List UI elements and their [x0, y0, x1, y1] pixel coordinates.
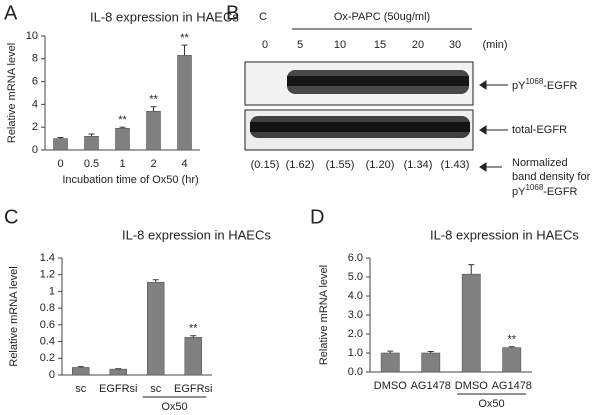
x-tick-label: DMSO — [374, 380, 407, 392]
panel-label: B — [226, 2, 239, 24]
significance: ** — [118, 114, 127, 126]
text: -EGFR — [543, 186, 577, 198]
significance: ** — [507, 334, 516, 346]
significance: ** — [189, 323, 198, 335]
bar — [184, 337, 202, 376]
y-tick-label: 1.4 — [40, 252, 55, 264]
unit: (min) — [482, 39, 507, 51]
text: 1068 — [525, 183, 543, 192]
significance: ** — [149, 94, 158, 106]
x-tick-label: 2 — [150, 158, 156, 170]
y-axis-label: Relative mRNA level — [6, 43, 18, 143]
bar — [146, 110, 161, 151]
lane-label: 10 — [334, 39, 346, 51]
y-tick-label: 5.0 — [348, 271, 363, 283]
control-label: C — [259, 11, 267, 23]
note: Normalized — [512, 157, 568, 169]
y-tick-label: 8 — [32, 53, 38, 65]
blot-images — [244, 61, 474, 151]
y-tick-label: 2.0 — [348, 328, 363, 340]
panel-label: D — [310, 206, 324, 228]
text: pY — [512, 80, 526, 92]
y-tick-label: 6 — [32, 76, 38, 88]
text: -EGFR — [543, 80, 577, 92]
treatment-label: Ox-PAPC (50ug/ml) — [334, 11, 430, 23]
significance: ** — [180, 32, 189, 44]
x-tick-label: sc — [150, 383, 162, 395]
x-tick-label: 1 — [119, 158, 125, 170]
lane-label: 5 — [297, 39, 303, 51]
density-value: (1.20) — [366, 159, 395, 171]
band-label: pY1068-EGFR — [512, 77, 578, 92]
x-tick-label: AG1478 — [411, 380, 451, 392]
bar — [84, 136, 99, 151]
bar — [72, 367, 90, 376]
panel-label: C — [4, 206, 18, 228]
lane-label: 0 — [262, 39, 268, 51]
bar — [502, 347, 522, 373]
chart-title: IL-8 expression in HAECs — [90, 9, 239, 24]
y-axis-label: Relative mRNA level — [318, 265, 330, 365]
x-axis-label: Incubation time of Ox50 (hr) — [62, 174, 198, 186]
y-tick-label: 1.0 — [348, 347, 363, 359]
x-tick-label: 4 — [181, 158, 187, 170]
bar — [53, 138, 68, 151]
y-tick-label: 0 — [49, 369, 55, 381]
text: pY — [512, 186, 526, 198]
y-tick-label: 1 — [49, 285, 55, 297]
bar — [109, 368, 127, 376]
x-tick-label: EGFRsi — [99, 383, 138, 395]
chart-title: IL-8 expression in HAECs — [430, 227, 579, 242]
x-tick-label: 0 — [57, 158, 63, 170]
y-tick-label: 0.8 — [40, 302, 55, 314]
density-value: (1.34) — [404, 159, 433, 171]
y-tick-label: 0.4 — [40, 335, 55, 347]
note-target: pY1068-EGFR — [512, 183, 578, 198]
bar — [147, 281, 165, 376]
x-tick-label: 0.5 — [84, 158, 99, 170]
y-tick-label: 4 — [32, 98, 38, 110]
density-value: (1.55) — [326, 159, 355, 171]
bar — [115, 128, 130, 151]
x-tick-label: DMSO — [455, 380, 488, 392]
text: 1068 — [525, 77, 543, 86]
y-tick-label: 4.0 — [348, 290, 363, 302]
y-tick-label: 0 — [32, 144, 38, 156]
x-tick-label: sc — [75, 383, 87, 395]
y-tick-label: 3.0 — [348, 309, 363, 321]
lane-label: 15 — [374, 39, 386, 51]
y-tick-label: 2 — [32, 121, 38, 133]
bar — [380, 352, 400, 373]
y-tick-label: 10 — [26, 30, 38, 42]
y-tick-label: 0.2 — [40, 352, 55, 364]
x-tick-label: AG1478 — [492, 380, 532, 392]
y-tick-label: 0.0 — [348, 366, 363, 378]
density-value: (0.15) — [251, 159, 280, 171]
x-tick-label: EGFRsi — [174, 383, 213, 395]
y-tick-label: 6.0 — [348, 252, 363, 264]
density-value: (1.43) — [441, 159, 470, 171]
band-label: total-EGFR — [512, 124, 567, 136]
bar — [421, 352, 441, 373]
arrows — [479, 80, 508, 172]
panel-label: A — [4, 2, 18, 24]
lane-label: 20 — [412, 39, 424, 51]
y-axis-label: Relative mRNA level — [8, 266, 20, 366]
y-tick-label: 0.6 — [40, 319, 55, 331]
lane-label: 30 — [449, 39, 461, 51]
density-value: (1.62) — [286, 159, 315, 171]
note: band density for — [512, 171, 591, 183]
chart-title: IL-8 expression in HAECs — [122, 227, 271, 242]
bar — [461, 273, 481, 373]
y-tick-label: 1.2 — [40, 269, 55, 281]
group-label: Ox50 — [478, 398, 504, 410]
group-label: Ox50 — [161, 401, 187, 413]
bar — [177, 55, 192, 151]
